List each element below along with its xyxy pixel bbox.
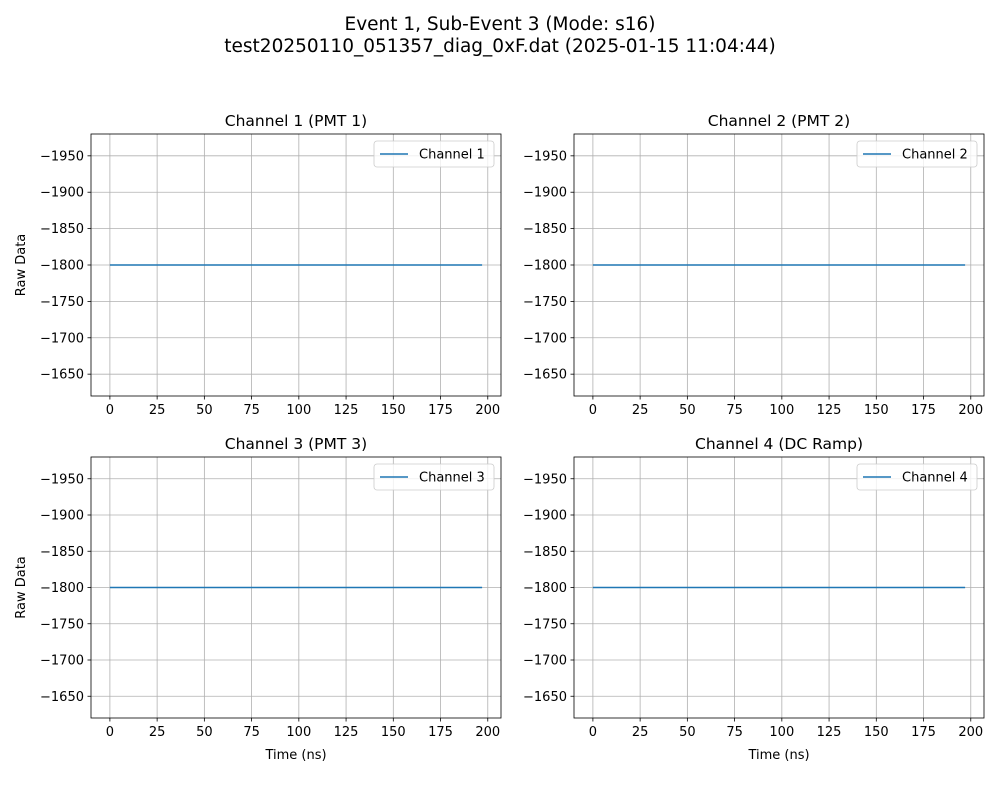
subplot-2: 0 25 50 75 100 125 150 175 200 −1650 −1700 −1750 −18…	[523, 112, 985, 418]
legend-box	[373, 463, 495, 491]
subplot-title: Channel 4 (DC Ramp)	[695, 435, 863, 453]
y-tick-label: −1900	[523, 186, 567, 201]
legend-label: Channel 2	[902, 148, 968, 163]
x-tick-label: 150	[864, 725, 889, 740]
subplot-title: Channel 1 (PMT 1)	[225, 112, 367, 130]
x-tick-label: 175	[911, 725, 936, 740]
legend-label: Channel 3	[419, 471, 485, 486]
x-tick-label: 175	[428, 403, 453, 418]
y-tick-label: −1800	[523, 259, 567, 274]
x-tick-label: 125	[334, 725, 359, 740]
y-tick-label: −1800	[523, 581, 567, 596]
y-tick-label: −1750	[523, 617, 567, 632]
legend: Channel 3	[373, 463, 495, 491]
subplot-1: 0 25 50 75 100 125 150 175 200 −1650 −1700 −1750 −18…	[14, 112, 502, 418]
y-tick-label: −1700	[40, 654, 84, 669]
legend: Channel 1	[373, 140, 495, 168]
y-tick-label: −1750	[40, 617, 84, 632]
y-tick-label: −1700	[523, 331, 567, 346]
subplot-title: Channel 3 (PMT 3)	[225, 435, 367, 453]
x-tick-label: 150	[381, 725, 406, 740]
x-tick-label: 125	[817, 403, 842, 418]
x-tick-label: 100	[286, 725, 311, 740]
subplot-title: Channel 2 (PMT 2)	[708, 112, 850, 130]
y-tick-label: −1750	[40, 295, 84, 310]
legend: Channel 2	[856, 140, 978, 168]
y-tick-label: −1950	[40, 472, 84, 487]
x-tick-label: 25	[149, 725, 166, 740]
x-tick-label: 100	[286, 403, 311, 418]
y-tick-label: −1700	[40, 331, 84, 346]
x-tick-label: 200	[958, 725, 983, 740]
y-tick-label: −1950	[523, 472, 567, 487]
y-tick-label: −1650	[523, 368, 567, 383]
y-tick-label: −1850	[523, 222, 567, 237]
y-tick-label: −1650	[40, 690, 84, 705]
x-tick-label: 75	[726, 725, 743, 740]
x-tick-label: 25	[632, 403, 649, 418]
y-tick-label: −1900	[40, 186, 84, 201]
x-tick-label: 75	[243, 403, 260, 418]
legend: Channel 4	[856, 463, 978, 491]
legend-box	[373, 140, 495, 168]
x-tick-label: 0	[106, 403, 114, 418]
x-axis-label: Time (ns)	[747, 748, 809, 763]
y-tick-label: −1850	[40, 545, 84, 560]
x-tick-label: 75	[726, 403, 743, 418]
y-tick-label: −1850	[523, 545, 567, 560]
x-tick-label: 50	[196, 403, 213, 418]
x-tick-label: 0	[589, 403, 597, 418]
x-tick-label: 75	[243, 725, 260, 740]
y-tick-label: −1850	[40, 222, 84, 237]
x-tick-label: 50	[196, 725, 213, 740]
legend-label: Channel 4	[902, 471, 968, 486]
x-tick-label: 200	[475, 403, 500, 418]
y-tick-label: −1750	[523, 295, 567, 310]
y-axis-label: Raw Data	[14, 556, 29, 619]
x-tick-label: 100	[769, 403, 794, 418]
x-tick-label: 175	[428, 725, 453, 740]
legend-box	[856, 463, 978, 491]
legend-label: Channel 1	[419, 148, 485, 163]
x-tick-label: 0	[589, 725, 597, 740]
y-tick-label: −1700	[523, 654, 567, 669]
y-axis-label: Raw Data	[14, 234, 29, 297]
y-tick-label: −1650	[523, 690, 567, 705]
y-tick-label: −1650	[40, 368, 84, 383]
x-tick-label: 175	[911, 403, 936, 418]
x-tick-label: 200	[475, 725, 500, 740]
figure-title-line-2: test20250110_051357_diag_0xF.dat (2025-0…	[224, 36, 776, 57]
x-axis-label: Time (ns)	[264, 748, 326, 763]
subplot-4: 0 25 50 75 100 125 150 175 200 −1650 −1700 −1750 −18…	[523, 435, 985, 763]
x-tick-label: 25	[149, 403, 166, 418]
y-tick-label: −1800	[40, 259, 84, 274]
x-tick-label: 0	[106, 725, 114, 740]
figure-title-line-1: Event 1, Sub-Event 3 (Mode: s16)	[344, 14, 656, 35]
x-tick-label: 150	[381, 403, 406, 418]
x-tick-label: 200	[958, 403, 983, 418]
x-tick-label: 125	[817, 725, 842, 740]
legend-box	[856, 140, 978, 168]
x-tick-label: 50	[679, 725, 696, 740]
y-tick-label: −1950	[523, 149, 567, 164]
x-tick-label: 100	[769, 725, 794, 740]
x-tick-label: 50	[679, 403, 696, 418]
x-tick-label: 125	[334, 403, 359, 418]
y-tick-label: −1900	[40, 509, 84, 524]
x-tick-label: 150	[864, 403, 889, 418]
y-tick-label: −1800	[40, 581, 84, 596]
subplot-3: 0 25 50 75 100 125 150 175 200 −1650 −1700 −1750 −18…	[14, 435, 502, 763]
y-tick-label: −1900	[523, 509, 567, 524]
y-tick-label: −1950	[40, 149, 84, 164]
x-tick-label: 25	[632, 725, 649, 740]
